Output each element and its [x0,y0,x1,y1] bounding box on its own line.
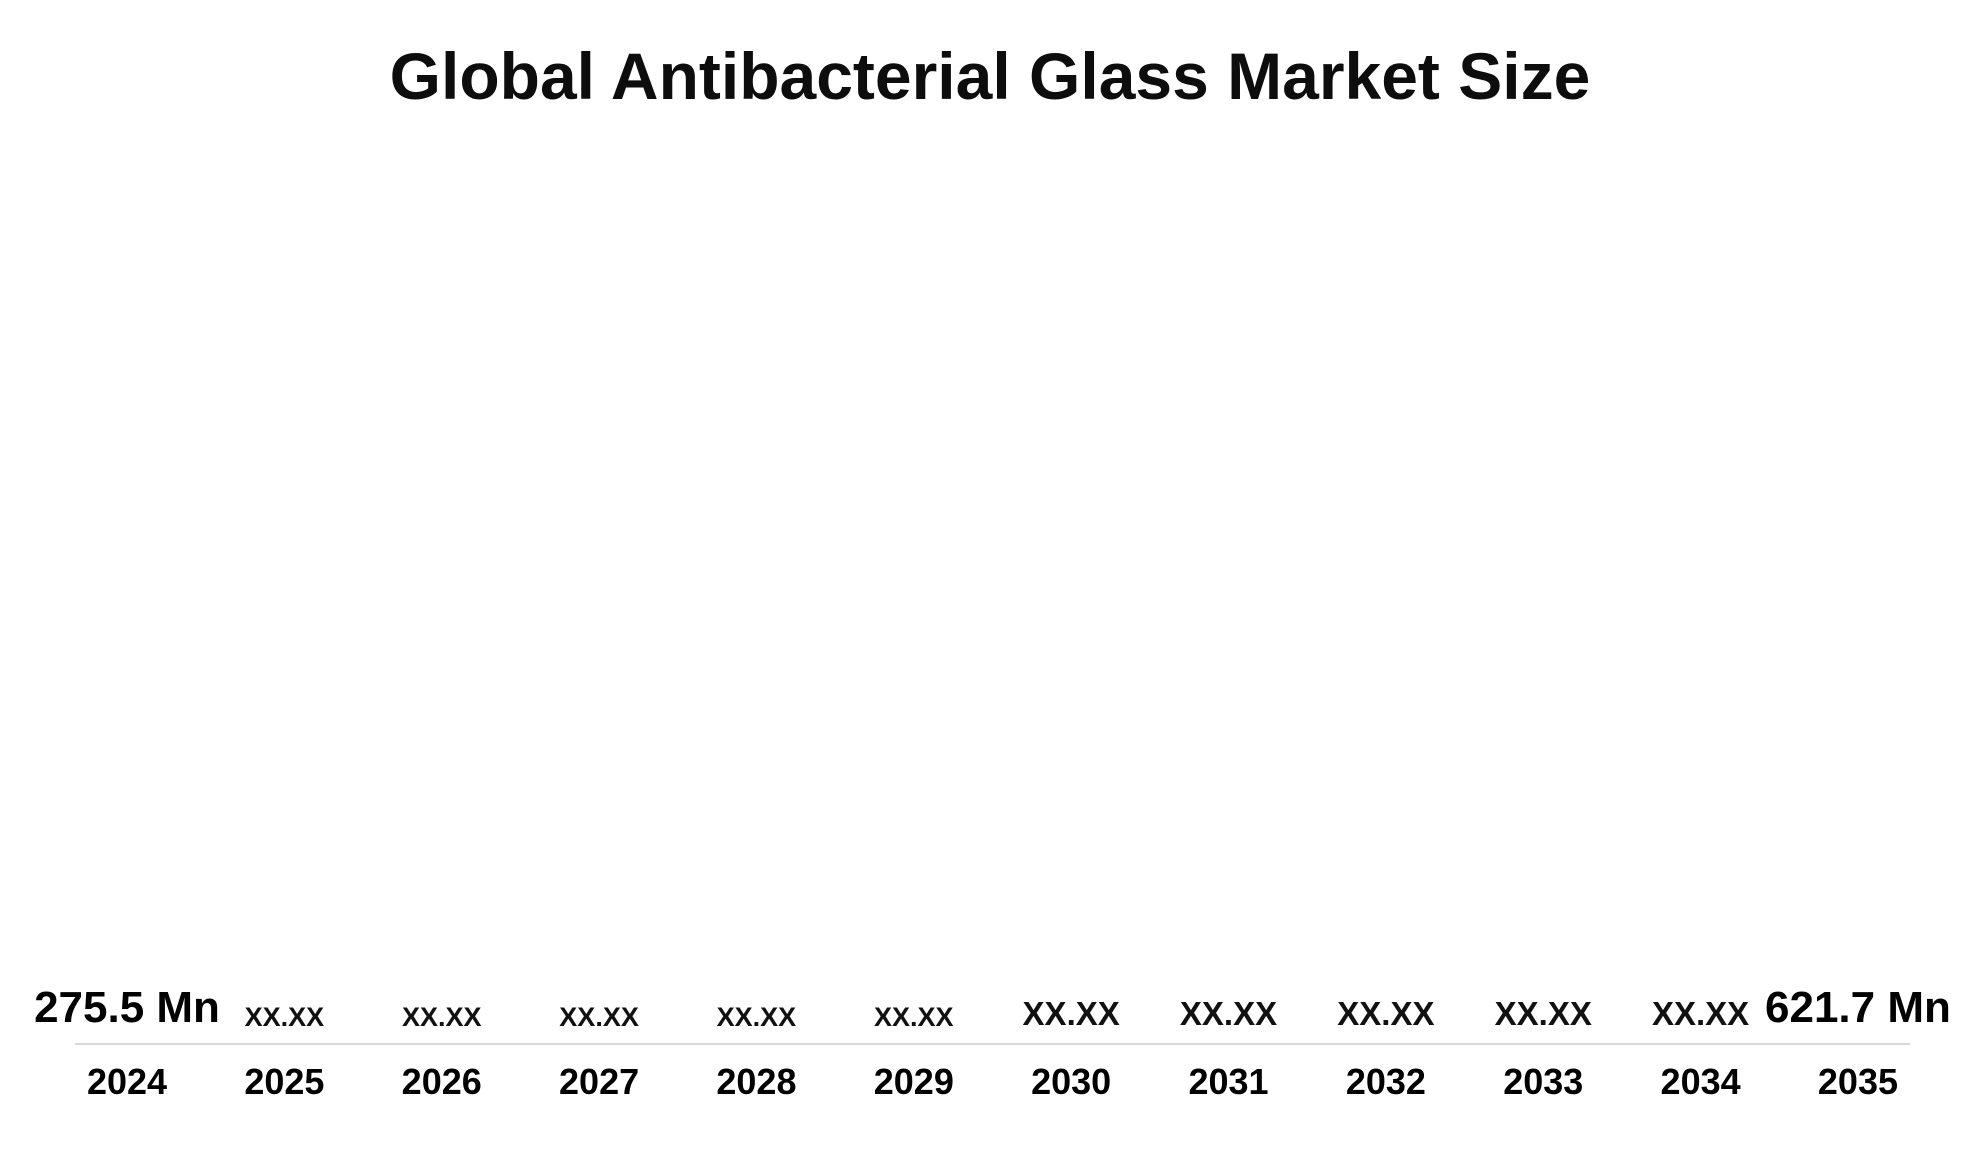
x-tick-label: 2032 [1345,1061,1426,1102]
bars-row: 275.5 Mn XX.XX XX.XX XX.XX XX.XX XX.XX XX.XX XX… [34,223,1951,1045]
x-tick-label: 2024 [86,1061,168,1102]
bar-group: XX.XX [862,1002,966,1043]
bar-value-label: XX.XX [1651,995,1750,1032]
bar-group: XX.XX [1334,995,1438,1043]
bar-value-label: XX.XX [716,1002,797,1032]
x-tick-label: 2033 [1503,1061,1584,1102]
x-axis-ticks: 2024 2025 2026 2027 2028 2029 2030 2031 2032 2033… [75,1061,1910,1103]
x-tick-label: 2025 [244,1061,325,1102]
bar-group: XX.XX [704,1002,808,1043]
bar-value-label: XX.XX [401,1002,482,1032]
x-tick-label: 2029 [873,1061,954,1102]
x-tick-label: 2035 [1817,1061,1898,1102]
bar-group: XX.XX [547,1002,651,1043]
bar-value-label: XX.XX [874,1002,954,1032]
x-tick-label: 2034 [1660,1061,1741,1102]
x-tick-label: 2031 [1188,1061,1269,1102]
bar-group: 621.7 Mn [1765,983,1951,1043]
bar-group: XX.XX [1491,995,1595,1043]
bar-value-label: 275.5 Mn [34,983,220,1032]
bar-group: XX.XX [1649,995,1753,1043]
bar-group: XX.XX [1177,995,1281,1043]
bar-value-label: XX.XX [1022,995,1120,1032]
bar-value-label: XX.XX [244,1002,325,1032]
x-tick-label: 2030 [1031,1061,1112,1102]
bar-value-label: XX.XX [559,1002,639,1032]
bar-value-label: XX.XX [1337,995,1435,1032]
plot-area: 275.5 Mn XX.XX XX.XX XX.XX XX.XX XX.XX XX.XX XX… [34,223,1951,1103]
x-tick-label: 2026 [401,1061,482,1102]
bar-group: 275.5 Mn [34,983,220,1043]
bar-value-label: XX.XX [1494,995,1592,1032]
bar-group: XX.XX [390,1002,494,1043]
x-tick-label: 2027 [559,1061,640,1102]
bar-value-label: XX.XX [1179,995,1278,1032]
x-tick-label: 2028 [716,1061,797,1102]
bar-group: XX.XX [232,1002,336,1043]
bar-value-label: 621.7 Mn [1765,983,1951,1032]
chart-title: Global Antibacterial Glass Market Size [389,39,1591,113]
bar-group: XX.XX [1019,995,1123,1043]
